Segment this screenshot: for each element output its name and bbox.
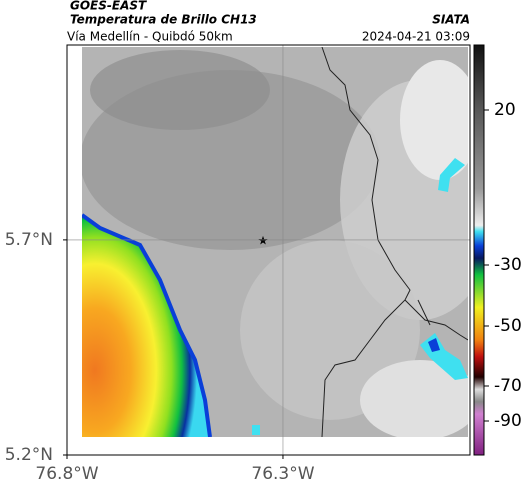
satellite-image <box>82 47 468 437</box>
map-frame <box>66 44 471 456</box>
subtitle: Vía Medellín - Quibdó 50km <box>67 30 233 44</box>
title: Temperatura de Brillo CH13 <box>70 13 257 27</box>
location-marker: ★ <box>258 234 269 248</box>
x-tick-label: 76.3°W <box>251 464 314 484</box>
colorbar-label: 20 <box>494 100 516 120</box>
brand: SIATA <box>432 13 470 27</box>
source: GOES-EAST <box>70 0 147 13</box>
y-tick-label: 5.2°N <box>5 445 53 465</box>
colorbar-label: -70 <box>494 376 522 396</box>
timestamp: 2024-04-21 03:09 <box>362 30 470 44</box>
colorbar-label: -90 <box>494 411 522 431</box>
colorbar-label: -50 <box>494 316 522 336</box>
colorbar-label: -30 <box>494 255 522 275</box>
y-tick-label: 5.7°N <box>5 230 53 250</box>
x-tick-label: 76.8°W <box>35 464 98 484</box>
colorbar <box>473 44 485 456</box>
